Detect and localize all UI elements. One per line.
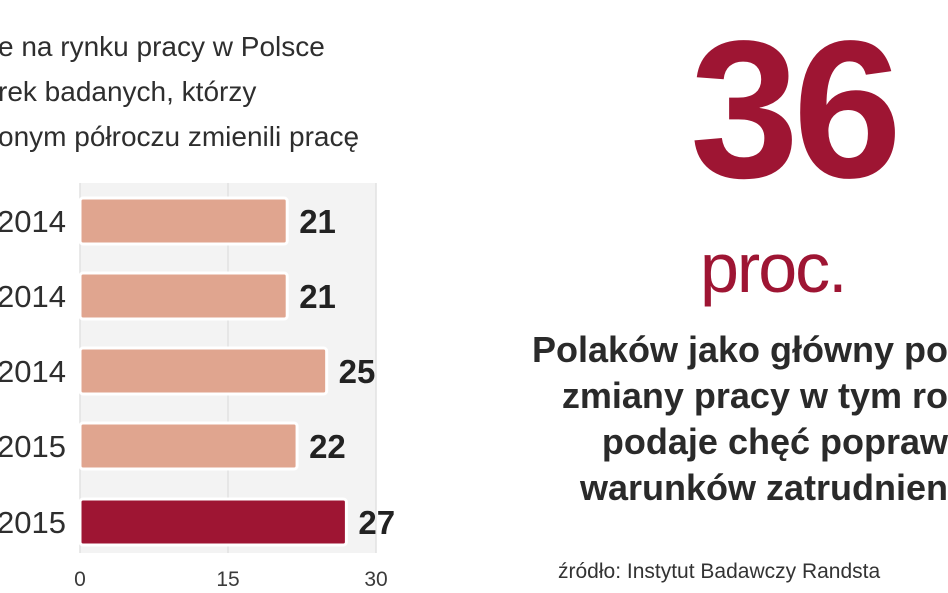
x-tick-label: 15 — [216, 568, 239, 591]
x-tick-label: 30 — [364, 568, 387, 591]
bar — [78, 271, 289, 321]
value-label: 25 — [339, 353, 376, 390]
value-label: 27 — [358, 504, 395, 541]
category-label: 2014 — [0, 204, 66, 239]
bar — [78, 196, 289, 246]
chart-title-line-1: e na rynku pracy w Polsce — [0, 31, 325, 62]
x-tick-label: 0 — [74, 568, 86, 591]
value-label: 21 — [299, 203, 336, 240]
category-label: 2014 — [0, 354, 66, 389]
chart-title: e na rynku pracy w Polsce rek badanych, … — [0, 24, 438, 159]
description-line-3: podaje chęć popraw — [601, 421, 948, 462]
description-line-4: warunków zatrudnien — [579, 467, 948, 508]
description-line-2: zmiany pracy w tym ro — [561, 375, 948, 416]
category-label: 2015 — [0, 505, 66, 540]
highlight-value: 36 — [689, 0, 902, 219]
description-line-1: Polaków jako główny po — [531, 329, 948, 370]
bar — [78, 346, 329, 396]
highlight-description: Polaków jako główny po zmiany pracy w ty… — [520, 327, 948, 511]
bar-highlight — [78, 497, 348, 547]
highlight-unit: proc. — [700, 229, 848, 307]
chart-title-line-2: rek badanych, którzy — [0, 76, 257, 107]
source-note: źródło: Instytut Badawczy Randsta — [558, 560, 881, 583]
chart-title-line-3: onym półroczu zmienili pracę — [0, 121, 360, 152]
category-label: 2014 — [0, 279, 66, 314]
value-label: 21 — [299, 278, 336, 315]
bar — [78, 421, 299, 471]
category-label: 2015 — [0, 429, 66, 464]
value-label: 22 — [309, 428, 346, 465]
